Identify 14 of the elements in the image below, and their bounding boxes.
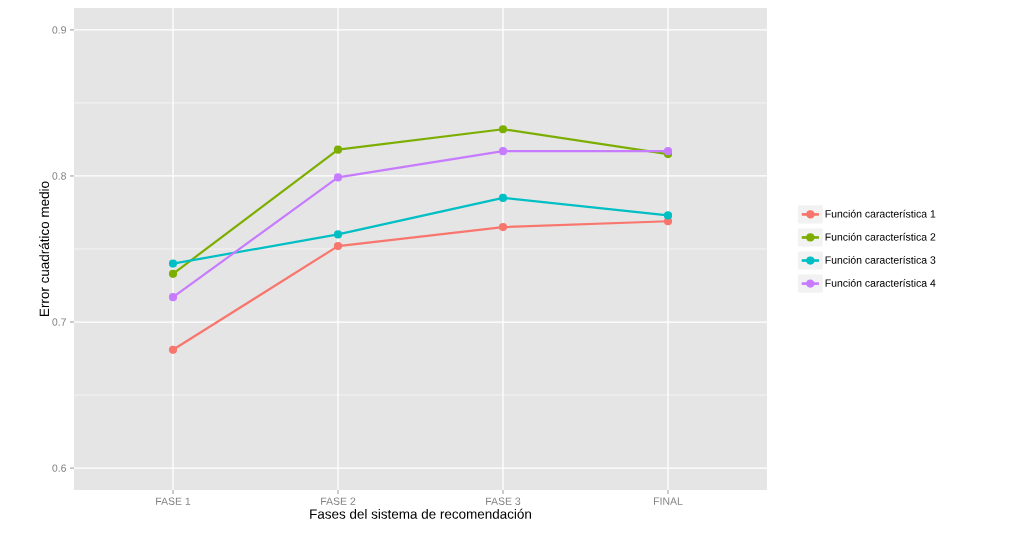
x-axis-title: Fases del sistema de recomendación [310, 508, 531, 519]
legend-label: Función característica 3 [825, 255, 936, 264]
x-tick-label: FINAL [654, 497, 683, 505]
y-axis-title: Error cuadrático medio [39, 181, 50, 316]
x-tick-label: FASE 2 [321, 497, 356, 505]
y-tick-label: 0.7 [52, 318, 66, 326]
y-tick-label: 0.6 [52, 464, 67, 472]
y-tick-label: 0.8 [52, 172, 67, 180]
legend-label: Función característica 1 [825, 209, 936, 218]
legend-label: Función característica 4 [825, 279, 936, 287]
legend-label: Función característica 2 [825, 232, 936, 241]
x-tick-label: FASE 3 [486, 497, 521, 505]
x-tick-label: FASE 1 [156, 497, 191, 505]
y-tick-label: 0.9 [52, 26, 66, 34]
